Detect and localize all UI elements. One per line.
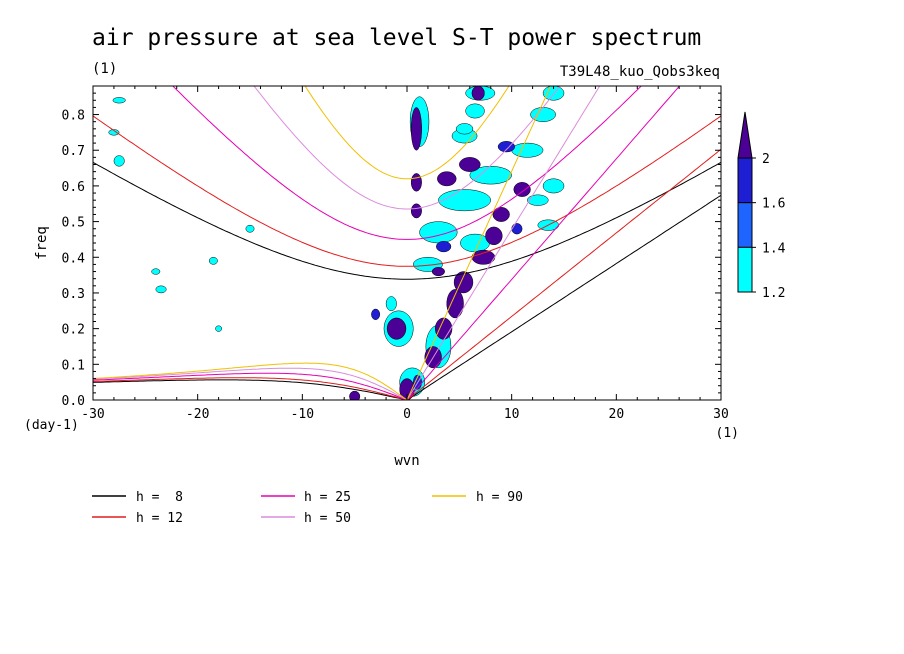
x-tick-label: 0 [403, 407, 411, 422]
legend-label: h = 50 [304, 511, 351, 526]
power-blob [527, 194, 549, 206]
y-tick-label: 0.4 [62, 251, 86, 266]
power-blob [446, 289, 464, 319]
gravity-curve [172, 86, 642, 240]
power-blob [542, 86, 565, 101]
power-blob [108, 129, 120, 136]
power-blob [435, 317, 453, 340]
gravity-curve [253, 86, 561, 210]
legend-label: h = 8 [136, 490, 183, 505]
rossby-curve [93, 367, 409, 400]
power-blob [542, 178, 565, 194]
rossby-curve [93, 379, 410, 400]
colorbar-label: 2 [762, 152, 770, 167]
power-blob [497, 141, 516, 153]
power-blob [492, 207, 510, 222]
power-blob [513, 182, 531, 197]
chart-subtitle-right: T39L48_kuo_Qobs3keq [560, 64, 720, 80]
power-blob [438, 189, 491, 212]
power-blob [349, 390, 361, 400]
y-tick-label: 0.1 [62, 358, 85, 373]
power-blob [215, 325, 222, 332]
gravity-curve [304, 86, 510, 180]
power-blob [469, 166, 512, 185]
power-blob [419, 221, 458, 244]
y-tick-label: 0.7 [62, 144, 85, 159]
power-blob [151, 268, 161, 275]
power-blob [245, 224, 255, 233]
rossby-curve [93, 362, 408, 400]
power-blob [410, 203, 422, 219]
y-axis-label: freq [34, 226, 50, 260]
power-blob [471, 86, 485, 101]
power-blob [511, 142, 544, 158]
power-blob [459, 157, 481, 172]
power-blob [155, 285, 167, 294]
chart-subtitle-left: (1) [92, 61, 117, 77]
kelvin-curve [406, 86, 601, 400]
y-tick-label: 0.3 [62, 287, 85, 302]
y-tick-label: 0.0 [62, 394, 85, 409]
power-blob [113, 155, 125, 167]
rossby-curve [93, 372, 409, 400]
colorbar-segment [737, 246, 753, 293]
kelvin-curve [406, 86, 681, 400]
x-unit-label: (1) [716, 426, 739, 441]
gravity-curve [93, 115, 721, 267]
chart-title: air pressure at sea level S-T power spec… [92, 25, 701, 51]
y-tick-label: 0.8 [62, 109, 85, 124]
power-blob [410, 107, 422, 151]
x-tick-label: -10 [291, 407, 314, 422]
power-blob [386, 317, 407, 340]
rossby-curve [93, 377, 409, 400]
kelvin-curve [406, 86, 552, 400]
power-blob [431, 267, 445, 277]
power-blob [455, 123, 474, 135]
colorbar-label: 1.2 [762, 286, 785, 301]
power-contours [108, 86, 565, 400]
power-blob [385, 296, 397, 312]
legend-label: h = 25 [304, 490, 351, 505]
legend-label: h = 12 [136, 511, 183, 526]
legend: h = 8 h = 12 h = 25 h = 50 h = 90 [92, 490, 523, 526]
power-blob [437, 171, 457, 187]
power-blob [530, 107, 556, 122]
legend-label: h = 90 [476, 490, 523, 505]
kelvin-curve [406, 148, 721, 400]
plot-frame [92, 85, 722, 401]
y-tick-label: 0.6 [62, 180, 85, 195]
y-unit-label: (day-1) [24, 418, 79, 433]
colorbar: 2 1.6 1.4 1.2 [737, 111, 786, 301]
dispersion-curves [93, 86, 721, 400]
power-blob [112, 97, 126, 104]
x-tick-label: 10 [504, 407, 520, 422]
gravity-curve [93, 161, 721, 280]
colorbar-arrow [737, 111, 753, 159]
x-tick-label: 20 [609, 407, 625, 422]
colorbar-label: 1.4 [762, 241, 786, 256]
y-tick-label: 0.2 [62, 323, 85, 338]
power-blob [511, 223, 523, 235]
x-tick-label: 30 [713, 407, 729, 422]
colorbar-segment [737, 157, 753, 204]
power-blob [485, 226, 503, 246]
y-tick-label: 0.5 [62, 216, 85, 231]
colorbar-segment [737, 202, 753, 248]
power-blob [465, 103, 485, 119]
x-tick-label: -30 [81, 407, 104, 422]
axes: -30 -20 -10 0 10 20 30 0.0 0.1 0.2 0.3 0.4 0.5 0.6 0.7… [62, 86, 729, 422]
power-blob [410, 173, 422, 192]
kelvin-curve [406, 194, 721, 400]
power-blob [436, 240, 452, 253]
x-axis-label: wvn [394, 453, 419, 469]
colorbar-label: 1.6 [762, 197, 785, 212]
power-blob [208, 257, 218, 265]
x-tick-label: -20 [186, 407, 209, 422]
power-blob [371, 308, 381, 320]
